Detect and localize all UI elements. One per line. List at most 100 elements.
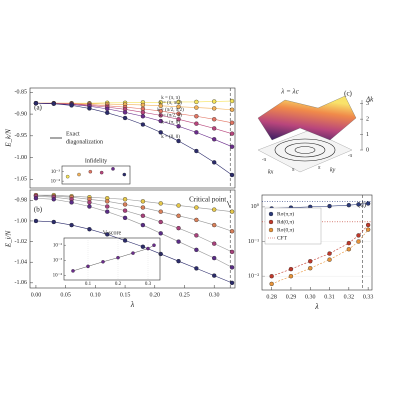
data-point (105, 199, 110, 204)
legend-marker (268, 227, 274, 233)
y-tick-label: -0.95 (15, 133, 28, 139)
data-point (51, 219, 56, 225)
data-point (158, 118, 163, 124)
z-tick-label: 1 (366, 132, 369, 138)
data-point (194, 148, 199, 154)
data-point (105, 110, 110, 115)
data-point (158, 219, 163, 225)
data-point (122, 208, 128, 213)
series-line (35, 102, 233, 111)
legend-label: Rσ(π,π) (277, 210, 294, 217)
y-tick-label: -0.98 (15, 198, 28, 204)
legend-marker (268, 211, 274, 217)
inset-point (99, 170, 104, 175)
data-point (140, 205, 146, 210)
y-tick-label: π (318, 166, 321, 171)
x-tick-label: 0.30 (305, 294, 316, 300)
data-point (105, 232, 110, 237)
z-tick-label: 3 (366, 101, 369, 107)
data-point (356, 233, 361, 238)
data-point (176, 117, 181, 122)
y-tick-label: -1.06 (15, 280, 28, 286)
y-tick-label: -1.00 (15, 218, 28, 224)
data-point (365, 201, 371, 206)
data-point (105, 106, 110, 112)
x-tick-label: π (292, 168, 295, 173)
panel-label: (c) (344, 90, 352, 98)
data-point (33, 218, 39, 224)
data-point (140, 244, 146, 249)
data-point (194, 121, 199, 126)
x-tick-label: 0.25 (179, 292, 190, 298)
x-axis-label: λ (130, 300, 135, 309)
x-tick-label: 0.29 (286, 294, 297, 300)
y-axis-label: ky (330, 167, 336, 173)
data-point (346, 240, 352, 246)
data-point (51, 101, 56, 106)
annotation-arrow (226, 200, 231, 209)
data-point (229, 280, 235, 286)
data-point (105, 209, 110, 214)
data-point (158, 201, 163, 206)
data-point (87, 200, 92, 205)
data-point (308, 259, 313, 264)
inset-x-tick-label: 0.2 (115, 282, 122, 287)
data-point (356, 239, 361, 244)
series-label: k = (π, π) (161, 96, 180, 101)
series-line (35, 102, 233, 147)
data-point (176, 259, 181, 264)
data-point (229, 249, 235, 255)
data-point (212, 255, 217, 261)
series-label: k = (π/2, π/2) (157, 108, 184, 113)
series-line (35, 100, 233, 104)
data-point (212, 160, 217, 165)
data-point (327, 203, 332, 209)
data-point (212, 126, 217, 131)
data-point (327, 251, 332, 256)
data-point (356, 202, 361, 207)
x-tick-label: 0.05 (60, 292, 71, 298)
data-point (140, 222, 146, 228)
series-label: k = (π, 0) (161, 120, 180, 125)
data-point (194, 217, 199, 223)
data-point (212, 137, 217, 142)
data-point (69, 222, 74, 228)
data-point (346, 202, 352, 208)
annotation: Critical point (189, 196, 226, 204)
data-point (269, 281, 274, 287)
inset-point (77, 172, 81, 177)
data-point (87, 204, 92, 209)
y-tick-label: -1.00 (15, 155, 28, 161)
data-point (212, 207, 217, 212)
z-tick-label: 2 (366, 117, 369, 123)
data-point (105, 204, 110, 209)
y-tick-label: -1.05 (15, 177, 28, 183)
legend-marker (268, 219, 274, 225)
data-point (194, 105, 199, 110)
data-point (212, 241, 217, 246)
y-tick-label: -1.02 (15, 239, 28, 245)
data-point (229, 144, 235, 149)
data-point (87, 106, 92, 111)
x-tick-label: -π (262, 158, 267, 163)
z-tick-label: 0 (366, 147, 369, 153)
series-line (271, 203, 369, 209)
data-point (122, 238, 128, 243)
surface-decor (257, 95, 363, 173)
data-point (365, 222, 371, 228)
data-point (122, 115, 128, 121)
inset-y-tick-label: 10⁻⁴ (51, 178, 61, 184)
data-point (122, 197, 128, 202)
data-point (269, 274, 274, 279)
data-point (229, 229, 235, 234)
series-label: k = (0, 0) (161, 135, 180, 140)
series-line (35, 102, 233, 134)
x-tick-label: 0.30 (209, 292, 220, 298)
legend-label: Rσ(0,π) (277, 226, 294, 233)
series-label: k = (π, π/2) (159, 101, 182, 106)
data-point (194, 114, 199, 119)
data-point (229, 120, 235, 125)
inset-point (86, 264, 90, 269)
annotation: Exact (66, 131, 80, 137)
data-point (176, 104, 181, 109)
